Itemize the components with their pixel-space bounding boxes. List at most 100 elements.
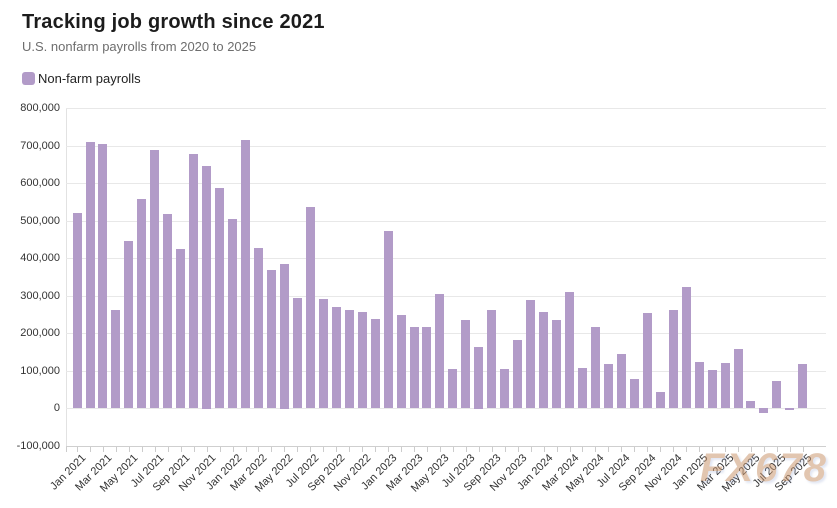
bar-jun-2025[interactable] [759, 408, 769, 414]
bar-nov-2021[interactable] [202, 165, 212, 409]
gridline [66, 333, 826, 335]
bar-feb-2023[interactable] [396, 315, 406, 409]
x-axis-tick [802, 447, 804, 452]
x-axis-tick [245, 447, 247, 452]
bar-may-2025[interactable] [746, 401, 756, 409]
bar-sep-2021[interactable] [176, 249, 186, 409]
x-axis-tick [284, 447, 286, 452]
bar-dec-2022[interactable] [370, 318, 380, 409]
bar-jun-2022[interactable] [292, 298, 302, 409]
gridline [66, 370, 826, 372]
bar-feb-2024[interactable] [552, 319, 561, 409]
legend-label: Non-farm payrolls [38, 71, 141, 86]
x-axis-tick [219, 447, 221, 452]
x-axis-tick [465, 447, 467, 452]
bar-aug-2021[interactable] [163, 214, 173, 409]
x-axis-tick [297, 447, 299, 452]
bar-aug-2023[interactable] [474, 346, 484, 409]
gridline [66, 446, 826, 447]
bar-sep-2024[interactable] [642, 312, 652, 409]
bar-jul-2023[interactable] [461, 319, 471, 409]
x-axis-tick [478, 447, 480, 452]
bar-sep-2022[interactable] [331, 307, 341, 409]
x-axis-tick [310, 447, 312, 452]
legend-item-nonfarm-payrolls[interactable]: Non-farm payrolls [22, 71, 141, 86]
x-axis-tick [634, 447, 636, 452]
y-tick-label: 200,000 [20, 327, 60, 340]
bar-sep-2023[interactable] [487, 310, 497, 409]
bar-apr-2022[interactable] [266, 270, 276, 409]
bar-may-2023[interactable] [435, 293, 445, 409]
bar-jul-2024[interactable] [616, 354, 626, 409]
bar-jul-2025[interactable] [772, 381, 782, 409]
bar-oct-2023[interactable] [500, 369, 510, 409]
bar-apr-2025[interactable] [733, 349, 743, 409]
bar-may-2022[interactable] [279, 263, 289, 409]
bar-dec-2023[interactable] [526, 299, 536, 409]
x-axis-tick [414, 447, 415, 452]
bar-aug-2022[interactable] [318, 298, 328, 409]
x-axis-tick [154, 447, 156, 452]
bar-jun-2021[interactable] [137, 199, 147, 409]
bar-feb-2022[interactable] [241, 140, 250, 409]
bar-mar-2022[interactable] [253, 247, 263, 409]
x-axis-tick [388, 447, 389, 452]
gridline [66, 258, 826, 260]
bar-aug-2025[interactable] [785, 408, 795, 410]
bar-nov-2023[interactable] [513, 340, 523, 409]
bar-apr-2021[interactable] [111, 309, 121, 409]
y-tick-label: 600,000 [20, 177, 60, 190]
bar-nov-2024[interactable] [668, 310, 678, 409]
x-axis-tick [750, 447, 752, 452]
bar-feb-2021[interactable] [85, 141, 95, 409]
x-axis-tick [725, 447, 726, 452]
gridline [66, 145, 826, 147]
bar-mar-2024[interactable] [565, 292, 574, 409]
bar-mar-2023[interactable] [409, 326, 419, 409]
bar-sep-2025[interactable] [798, 363, 808, 409]
x-axis-tick [595, 447, 597, 452]
bar-apr-2024[interactable] [577, 367, 587, 409]
bar-jun-2024[interactable] [603, 364, 613, 409]
x-axis-tick [763, 447, 765, 452]
bar-oct-2021[interactable] [189, 154, 199, 409]
bar-jul-2021[interactable] [150, 149, 160, 409]
bar-jun-2023[interactable] [448, 369, 458, 409]
x-axis-tick [128, 447, 130, 452]
y-tick-label: 0 [53, 402, 60, 415]
bar-jan-2023[interactable] [383, 231, 393, 409]
bar-jan-2025[interactable] [694, 361, 704, 409]
bar-jan-2022[interactable] [228, 219, 237, 409]
bar-nov-2022[interactable] [357, 312, 367, 409]
bar-apr-2023[interactable] [422, 326, 432, 409]
x-axis-tick [323, 447, 325, 452]
gridline-zero [66, 408, 826, 410]
x-axis-tick [556, 447, 558, 452]
gridline [66, 295, 826, 297]
x-axis-tick [180, 447, 182, 452]
bar-jan-2024[interactable] [539, 312, 549, 409]
bar-aug-2024[interactable] [629, 379, 639, 409]
bar-mar-2021[interactable] [98, 144, 108, 409]
bar-may-2021[interactable] [124, 240, 134, 409]
legend-swatch-icon [22, 72, 35, 85]
bar-mar-2025[interactable] [720, 363, 730, 409]
bar-jul-2022[interactable] [305, 206, 315, 409]
y-tick-label: -100,000 [16, 440, 60, 452]
gridline [66, 108, 826, 109]
bar-oct-2024[interactable] [655, 391, 665, 409]
x-axis-tick [258, 447, 260, 452]
bar-dec-2021[interactable] [215, 187, 225, 409]
x-axis-tick [66, 447, 67, 452]
bar-feb-2025[interactable] [707, 370, 717, 409]
bar-dec-2024[interactable] [681, 287, 691, 409]
y-tick-label: 100,000 [20, 364, 60, 377]
x-axis-tick [452, 447, 454, 452]
bar-may-2024[interactable] [590, 327, 600, 409]
x-axis-tick [660, 447, 662, 452]
bar-jan-2021[interactable] [72, 213, 82, 409]
x-axis-tick [232, 447, 234, 452]
x-axis-tick [712, 447, 713, 452]
bar-oct-2022[interactable] [344, 309, 354, 409]
gridline [66, 220, 826, 222]
